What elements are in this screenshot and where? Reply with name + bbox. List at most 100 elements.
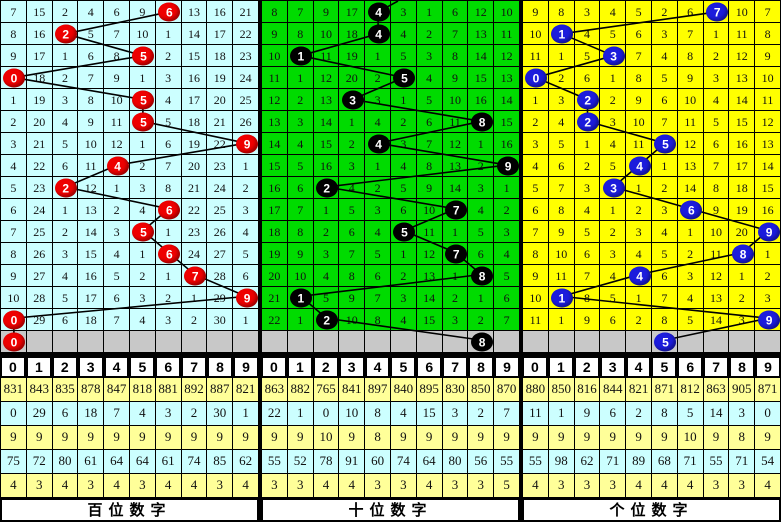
miss-cell: 17 [78,287,105,309]
digit-header-cell: 6 [677,356,704,378]
miss-cell: 15 [729,111,756,133]
digit-header-cell: 6 [155,356,182,378]
miss-cell: 11 [755,89,781,111]
miss-cell: 1 [233,155,259,177]
miss-cell: 5 [390,177,417,199]
digit-header-cell: 8 [468,356,495,378]
miss-cell: 18 [181,111,208,133]
miss-cell: 8 [1,243,27,265]
stats-row: 55 98 62 71 89 68 71 55 71 54 [523,449,781,474]
miss-cell: 9 [287,243,314,265]
miss-cell: 11 [104,111,130,133]
miss-cell: 15 [313,133,340,155]
miss-cell [181,331,208,353]
drawn-ball: 5 [132,222,155,242]
miss-cell: 13 [755,133,781,155]
miss-cell [262,331,288,353]
miss-cell: 14 [755,155,781,177]
miss-cell: 10 [339,309,366,331]
stats-cell: 871 [755,377,781,402]
miss-cell: 5 [416,89,443,111]
trend-row: 7 25 2 14 3 1 23 26 4 [1,221,259,243]
miss-cell: 8 [548,1,575,23]
miss-cell: 1 [626,177,652,199]
miss-cell: 1 [494,177,520,199]
trend-row: 7 9 5 2 3 4 1 10 20 [523,221,781,243]
stats-cell: 4 [416,473,443,498]
trend-row: 6 24 1 13 2 4 22 25 3 [1,199,259,221]
stats-cell: 74 [181,449,208,474]
miss-cell: 3 [651,23,678,45]
digit-header-cell: 9 [494,356,520,378]
stats-cell: 871 [651,377,678,402]
stats-cell: 3 [468,473,495,498]
miss-cell: 4 [287,133,314,155]
miss-cell: 16 [494,133,520,155]
miss-cell: 4 [574,199,601,221]
miss-cell: 1 [155,221,182,243]
miss-cell: 24 [207,177,234,199]
stats-cell: 882 [287,377,314,402]
miss-cell: 6 [677,1,704,23]
miss-cell: 1 [1,89,27,111]
miss-cell: 2 [574,155,601,177]
trend-row: 1 3 2 9 6 10 4 14 11 [523,89,781,111]
trend-row: 29 6 18 7 4 3 2 30 1 [1,309,259,331]
miss-cell: 7 [703,155,730,177]
miss-cell: 12 [313,67,340,89]
digit-header-cell: 1 [286,356,313,378]
miss-cell: 2 [104,199,130,221]
miss-cell: 11 [729,23,756,45]
miss-cell: 4 [600,133,627,155]
miss-cell: 14 [677,177,704,199]
stats-cell: 4 [181,473,208,498]
miss-cell: 16 [755,199,781,221]
miss-cell: 7 [626,45,652,67]
digit-header-cell: 2 [51,356,78,378]
stats-row: 831 843 835 878 847 818 881 892 887 821 [1,377,259,402]
miss-cell: 9 [755,45,781,67]
miss-cell: 8 [155,177,182,199]
stats-cell: 10 [313,425,340,450]
miss-cell: 1 [129,133,156,155]
stats-cell: 816 [574,377,601,402]
miss-cell: 2 [626,309,652,331]
stats-cell: 9 [390,425,417,450]
stats-cell: 3 [548,473,575,498]
drawn-ball: 5 [132,90,155,110]
drawn-ball: 5 [132,112,155,132]
miss-cell: 3 [626,221,652,243]
miss-cell: 6 [651,89,678,111]
miss-cell: 8 [442,45,469,67]
miss-cell: 15 [755,177,781,199]
stats-cell: 9 [1,425,27,450]
miss-cell: 1 [677,221,704,243]
miss-cell: 3 [548,89,575,111]
stats-cell: 3 [78,473,105,498]
stats-row: 880 850 816 844 821 871 812 863 905 871 [523,377,781,402]
digit-header-cell: 8 [207,356,234,378]
miss-cell: 3 [129,177,156,199]
miss-cell: 5 [600,287,627,309]
miss-cell: 15 [181,45,208,67]
miss-cell: 18 [729,177,756,199]
drawn-ball: 7 [445,244,468,264]
stats-cell: 9 [129,425,156,450]
miss-cell: 5 [548,133,575,155]
miss-cell: 11 [262,67,288,89]
miss-cell: 1 [129,243,156,265]
miss-cell: 1 [287,67,314,89]
stats-cell: 64 [129,449,156,474]
miss-cell: 16 [313,155,340,177]
miss-cell: 4 [468,199,495,221]
digit-header-cell: 9 [233,356,259,378]
miss-cell: 25 [233,89,259,111]
miss-cell: 13 [442,155,469,177]
drawn-ball: 4 [106,156,129,176]
miss-cell [155,331,182,353]
stats-cell: 62 [574,449,601,474]
miss-cell: 2 [703,45,730,67]
miss-cell: 10 [548,243,575,265]
miss-cell: 6 [548,155,575,177]
trend-row: 18 2 7 9 1 3 16 19 24 [1,67,259,89]
